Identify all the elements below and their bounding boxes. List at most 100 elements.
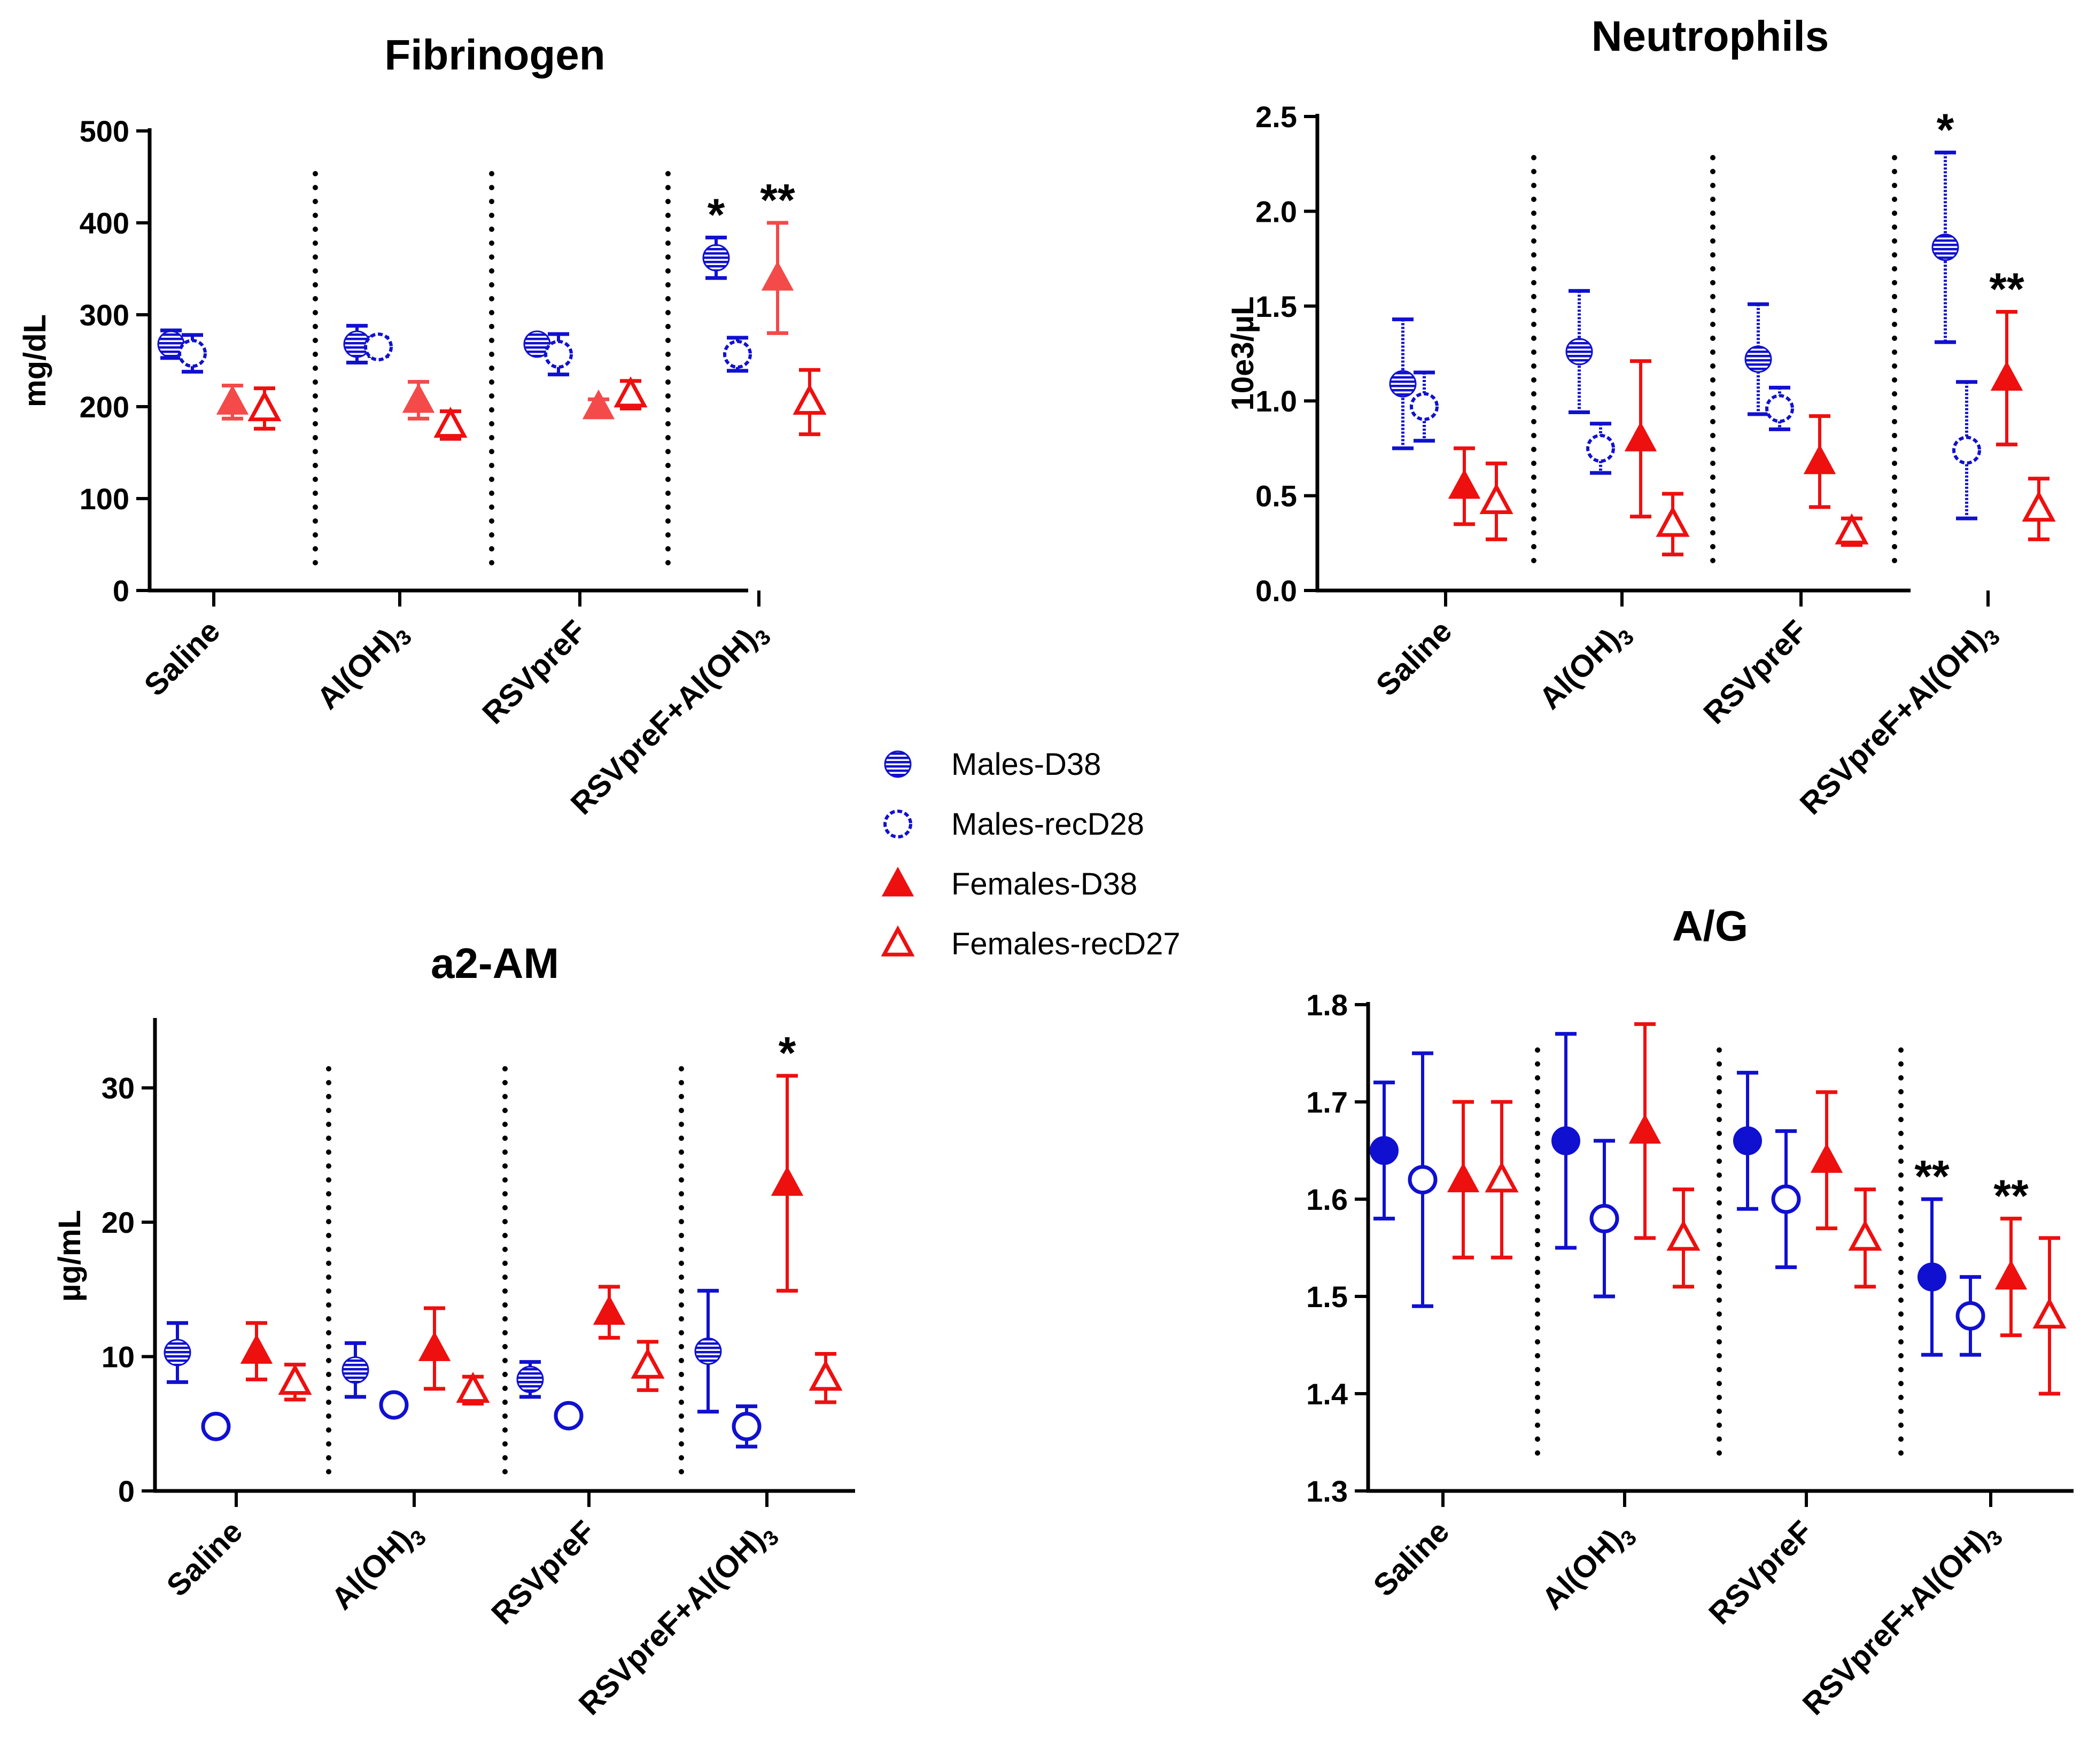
data-point (1666, 1219, 1701, 1251)
data-point (1744, 345, 1772, 373)
data-point (1952, 436, 1981, 465)
data-point (1628, 1114, 1662, 1144)
series-females-d38 (216, 221, 794, 421)
data-point (516, 1365, 544, 1393)
x-tick-label-rsvpref-al-oh-3: RSVpreF+Al(OH)3 (572, 1514, 783, 1726)
data-point (1990, 361, 2023, 391)
series-males-recd28 (1410, 370, 1981, 520)
y-tick-label: 0 (113, 574, 129, 608)
series-males-d38 (1370, 1032, 1946, 1357)
data-point (364, 332, 393, 362)
y-tick-label: 400 (80, 206, 129, 240)
chart-title: A/G (1672, 902, 1748, 950)
legend-label: Males-recD28 (951, 807, 1144, 842)
data-point (341, 1356, 369, 1384)
data-point (178, 339, 207, 368)
data-point (216, 385, 249, 415)
y-tick-label: 100 (80, 482, 129, 516)
series-females-d38 (1448, 309, 2023, 526)
data-point (278, 1364, 312, 1395)
series-females-recd27 (278, 1340, 843, 1406)
y-tick-label: 300 (80, 298, 129, 332)
x-tick-label-rsvpref-al-oh-3: RSVpreF+Al(OH)3 (1796, 1514, 2007, 1726)
data-point (761, 261, 794, 291)
legend-label: Females-recD27 (951, 927, 1181, 961)
y-axis-label: µg/mL (52, 1210, 87, 1302)
data-point (1408, 1165, 1438, 1195)
y-tick-label: 0 (118, 1474, 135, 1508)
x-tick-label-rsvpref-al-oh-3: RSVpreF+Al(OH)3 (564, 613, 775, 825)
significance-marker: ** (1993, 1170, 2029, 1221)
significance-marker: ** (760, 175, 795, 225)
data-point (201, 1411, 231, 1441)
significance-marker: * (1937, 104, 1954, 154)
series-females-recd27 (247, 368, 827, 441)
data-point (1733, 1126, 1762, 1155)
series-males-recd28 (178, 332, 752, 377)
legend-marker (883, 810, 912, 838)
y-tick-label: 1.4 (1306, 1377, 1348, 1411)
x-tick-label-al-oh-3: Al(OH)3 (310, 613, 417, 720)
y-tick-label: 200 (80, 390, 129, 424)
data-point (1447, 1162, 1480, 1193)
series-males-recd28 (1408, 1051, 1985, 1357)
y-tick-label: 30 (102, 1071, 135, 1105)
y-tick-label: 2.0 (1255, 195, 1297, 228)
panel-a2-am: a2-AM µg/mL 0 10 20 30 Saline Al(OH)3 RSVpreFRSV… (52, 939, 855, 1726)
y-tick-label: 1.8 (1306, 988, 1348, 1022)
data-point (1955, 1301, 1985, 1331)
data-point (554, 1401, 584, 1431)
x-tick-label-saline: Saline (1369, 613, 1458, 703)
y-axis-label: mg/dL (18, 314, 52, 407)
series-males-d38 (164, 1288, 722, 1414)
series-females-recd27 (1485, 1100, 2067, 1396)
data-point (614, 376, 648, 408)
y-tick-label: 500 (80, 114, 129, 148)
x-tick-label-rsvpref: RSVpreF (1702, 1514, 1819, 1631)
data-point (456, 1372, 490, 1403)
data-point (631, 1347, 665, 1379)
data-point (593, 1295, 626, 1325)
x-tick-label-rsvpref: RSVpreF (485, 1514, 602, 1631)
data-point (1771, 1184, 1801, 1214)
data-point (2032, 1297, 2067, 1329)
y-tick-label: 1.5 (1255, 290, 1297, 323)
data-point (164, 1339, 191, 1366)
data-point (582, 389, 615, 419)
y-tick-label: 1.5 (1306, 1280, 1348, 1314)
data-point (433, 407, 468, 438)
legend: Males-D38 Males-recD28 Females-D38 Females-… (881, 747, 1181, 961)
significance-marker: ** (1989, 263, 2024, 314)
series-males-recd28 (201, 1390, 762, 1449)
data-point (732, 1411, 762, 1441)
y-tick-label: 20 (102, 1206, 135, 1239)
data-point (2022, 491, 2056, 522)
panel-fibrinogen: Fibrinogen mg/dL 0 100 200 300 400 500 Saline Al(… (18, 31, 827, 825)
data-point (694, 1338, 722, 1365)
data-point (1656, 506, 1690, 537)
y-tick-label: 1.0 (1255, 384, 1297, 418)
data-point (1803, 444, 1836, 475)
significance-marker: * (779, 1028, 796, 1078)
data-point (240, 1334, 273, 1364)
data-point (809, 1359, 843, 1391)
x-tick-label-al-oh-3: Al(OH)3 (1535, 1514, 1642, 1620)
data-point (1448, 469, 1481, 499)
panel-neutrophils: Neutrophils 10e3/µL 0.0 0.5 1.0 1.5 2.0 2.5 Sali… (1225, 12, 2056, 821)
data-point (523, 330, 551, 358)
data-point (247, 390, 282, 422)
x-tick-label-al-oh-3: Al(OH)3 (1533, 613, 1639, 720)
legend-item-males-recd28: Males-recD28 (883, 807, 1144, 842)
significance-marker: * (708, 190, 725, 240)
series-females-d38 (240, 1074, 804, 1391)
data-point (1589, 1203, 1619, 1233)
x-tick-label-al-oh-3: Al(OH)3 (325, 1514, 431, 1620)
y-tick-label: 0.0 (1255, 574, 1297, 608)
panel-a-g: A/G 1.3 1.4 1.5 1.6 1.7 1.8 Saline Al(OH)3 RSVpre… (1306, 902, 2074, 1726)
data-point (1918, 1262, 1946, 1292)
y-tick-label: 1.3 (1306, 1474, 1348, 1508)
chart-title: a2-AM (431, 939, 559, 987)
x-tick-label-saline: Saline (1367, 1514, 1456, 1603)
x-tick-label-saline: Saline (160, 1514, 249, 1603)
